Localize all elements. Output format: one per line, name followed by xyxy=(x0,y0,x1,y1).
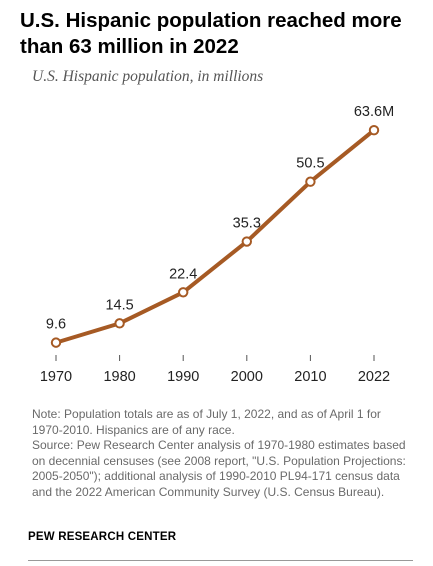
chart-notes: Note: Population totals are as of July 1… xyxy=(32,407,412,501)
x-axis-tick-label: 1980 xyxy=(103,369,135,385)
chart-title: U.S. Hispanic population reached more th… xyxy=(20,9,402,58)
x-axis-tick-label: 2010 xyxy=(294,369,326,385)
source-text: Source: Pew Research Center analysis of … xyxy=(32,438,406,499)
data-label: 50.5 xyxy=(296,156,324,172)
x-axis-tick-label: 2022 xyxy=(358,369,390,385)
chart-subtitle: U.S. Hispanic population, in millions xyxy=(32,68,264,85)
data-label: 9.6 xyxy=(46,317,66,333)
publisher-label: PEW RESEARCH CENTER xyxy=(28,531,177,543)
data-point-marker xyxy=(305,176,316,187)
x-axis-tick-label: 1990 xyxy=(167,369,199,385)
bottom-divider xyxy=(28,560,413,561)
data-point-marker xyxy=(114,318,125,329)
data-point-marker xyxy=(368,124,380,136)
series-line xyxy=(54,128,376,345)
data-point-marker xyxy=(241,236,253,247)
line-chart: 1970 1980 1990 2000 2010 2022 9.6 14.5 22.4 35.3 5… xyxy=(40,104,394,385)
x-axis-tick-label: 1970 xyxy=(40,369,72,385)
data-label: 22.4 xyxy=(169,266,197,282)
data-point-marker xyxy=(178,287,189,298)
x-axis-tick-label: 2000 xyxy=(231,369,263,385)
data-label: 63.6M xyxy=(354,104,394,120)
note-text: Note: Population totals are as of July 1… xyxy=(32,407,381,437)
data-label: 14.5 xyxy=(105,297,133,313)
data-label: 35.3 xyxy=(233,216,261,232)
data-point-marker xyxy=(50,337,62,348)
